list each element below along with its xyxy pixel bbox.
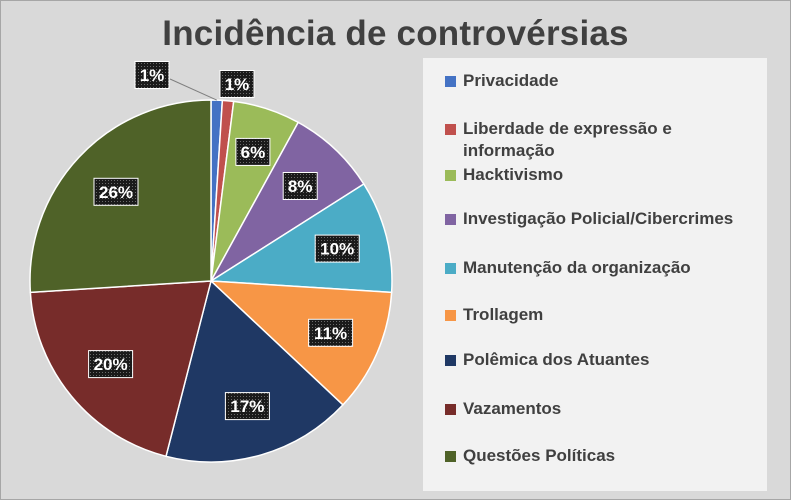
legend-swatch (445, 124, 456, 135)
legend-label: Polêmica dos Atuantes (463, 350, 650, 369)
legend-label: Trollagem (463, 305, 544, 324)
data-label: 10% (320, 240, 354, 259)
data-label-box (224, 392, 270, 421)
data-label-box (88, 350, 134, 379)
legend: Privacidade Liberdade de expressão e info… (423, 58, 767, 491)
legend-label: Questões Políticas (463, 446, 616, 465)
chart-title: Incidência de controvérsias (162, 14, 629, 53)
data-label-box (314, 234, 360, 263)
data-label-box (134, 61, 170, 89)
pie-slice (208, 182, 393, 294)
legend-label: Liberdade de expressão e informação (463, 119, 672, 160)
legend-swatch (445, 76, 456, 87)
data-label: 11% (314, 324, 347, 343)
data-label: 8% (288, 177, 313, 196)
legend-swatch (445, 451, 456, 462)
data-label: 17% (230, 397, 264, 416)
leader-line (169, 78, 217, 101)
legend-label: Vazamentos (463, 399, 562, 418)
legend-label: Investigação Policial/Cibercrimes (463, 209, 734, 228)
pie-slice (165, 279, 345, 463)
data-label-box (282, 172, 318, 200)
legend-swatch (445, 214, 456, 225)
data-label: 1% (140, 66, 165, 85)
legend-swatch (445, 310, 456, 321)
data-label: 1% (225, 75, 250, 94)
data-label-box (219, 70, 255, 98)
data-label-box (93, 177, 139, 206)
legend-swatch (445, 355, 456, 366)
pie-slice (208, 280, 393, 406)
data-label: 26% (99, 183, 133, 202)
legend-swatch (445, 404, 456, 415)
data-label: 20% (94, 355, 128, 374)
legend-label: Hacktivismo (463, 165, 564, 184)
pie-slice (210, 121, 365, 282)
legend-swatch (445, 170, 456, 181)
data-label-box (308, 318, 354, 347)
data-label: 6% (241, 143, 266, 162)
legend-swatch (445, 263, 456, 274)
data-label-box (235, 137, 271, 166)
legend-label: Privacidade (463, 71, 559, 90)
legend-label: Manutenção da organização (463, 258, 691, 277)
